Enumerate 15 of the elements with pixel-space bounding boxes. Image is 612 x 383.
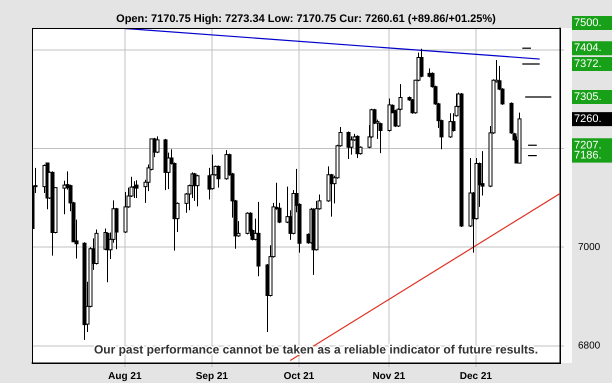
y-tick-label: 7000 (578, 242, 601, 253)
x-tick-label: Aug 21 (108, 370, 142, 382)
x-tick-label: Sep 21 (196, 370, 228, 382)
text: 7207. (574, 139, 602, 152)
x-tick-label: Nov 21 (372, 370, 406, 382)
y-tick-label: 6800 (578, 340, 601, 352)
text: 7186. (574, 150, 602, 162)
text: 7372. (574, 58, 602, 70)
text: 7404. (574, 42, 602, 54)
x-tick-label: Dec 21 (460, 370, 492, 382)
text: 7500. (574, 17, 602, 30)
text: 7260. (574, 113, 602, 126)
x-tick-label: Oct 21 (284, 370, 315, 382)
chart-title: Open: 7170.75 High: 7273.34 Low: 7170.75 Cur: 7260.61 (+89.86/+01.25%) (116, 13, 496, 26)
text: 7305. (574, 91, 602, 103)
